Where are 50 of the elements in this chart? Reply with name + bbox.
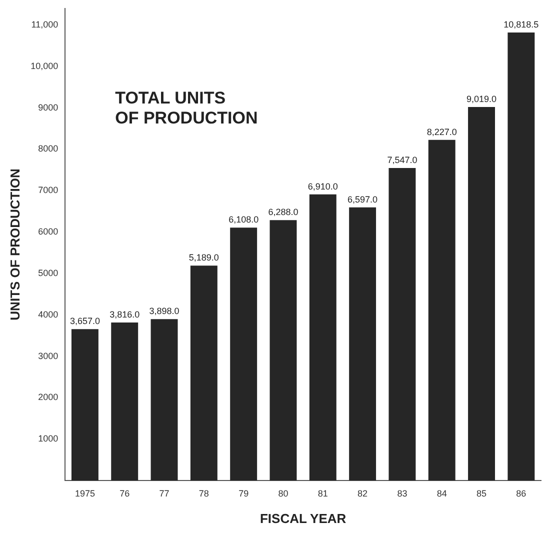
- y-tick-label: 10,000: [30, 60, 58, 71]
- bar: [508, 32, 535, 481]
- data-label: 6,288.0: [268, 207, 298, 218]
- x-tick-label: 79: [238, 488, 249, 498]
- data-label: 6,597.0: [348, 194, 378, 204]
- x-tick-label: 1975: [74, 488, 95, 498]
- x-tick-label: 84: [436, 488, 447, 498]
- bar: [388, 168, 416, 481]
- x-axis-title: FISCAL YEAR: [260, 510, 347, 526]
- data-label: 6,108.0: [228, 214, 259, 225]
- y-axis-title: UNITS OF PRODUCTION: [7, 168, 22, 320]
- y-tick-label: 2000: [38, 392, 58, 402]
- bar: [190, 266, 218, 481]
- y-tick-label: 8000: [38, 144, 58, 154]
- x-tick-label: 82: [358, 488, 368, 498]
- y-tick-label: 5000: [38, 268, 58, 278]
- data-label: 8,227.0: [426, 126, 457, 137]
- bar: [111, 322, 138, 481]
- x-tick-label: 83: [397, 488, 408, 498]
- x-tick-label: 80: [278, 488, 288, 498]
- y-tick-label: 3000: [38, 350, 58, 361]
- bar: [349, 207, 376, 481]
- y-tick-label: 4000: [38, 309, 58, 320]
- bar: [309, 194, 336, 481]
- x-tick-label: 76: [120, 488, 130, 498]
- bar: [230, 228, 258, 481]
- data-label: 3,657.0: [70, 316, 100, 326]
- data-label: 10,818.5: [504, 19, 539, 30]
- y-tick-label: 11,000: [31, 19, 58, 30]
- y-tick-label: 1000: [38, 434, 58, 444]
- data-label: 3,898.0: [149, 306, 180, 316]
- y-tick-label: 6000: [38, 226, 58, 237]
- x-tick-label: 77: [159, 488, 170, 498]
- y-tick-label: 7000: [38, 185, 58, 196]
- x-tick-label: 86: [516, 488, 526, 498]
- bar: [150, 319, 178, 481]
- data-label: 9,019.0: [466, 94, 497, 104]
- data-label: 6,910.0: [308, 181, 338, 192]
- bar: [71, 329, 98, 481]
- text: TOTAL UNITS OF PRODUCTION: [115, 88, 258, 128]
- data-label: 7,547.0: [387, 154, 418, 165]
- x-tick-label: 78: [198, 488, 209, 498]
- data-label: 5,189.0: [188, 252, 219, 263]
- data-label: 3,816.0: [110, 310, 140, 320]
- bar: [270, 220, 297, 481]
- bar: [468, 107, 495, 481]
- bar: [428, 140, 456, 481]
- x-tick-label: 85: [476, 488, 487, 498]
- x-tick-label: 81: [318, 488, 328, 498]
- y-tick-label: 9000: [38, 102, 58, 112]
